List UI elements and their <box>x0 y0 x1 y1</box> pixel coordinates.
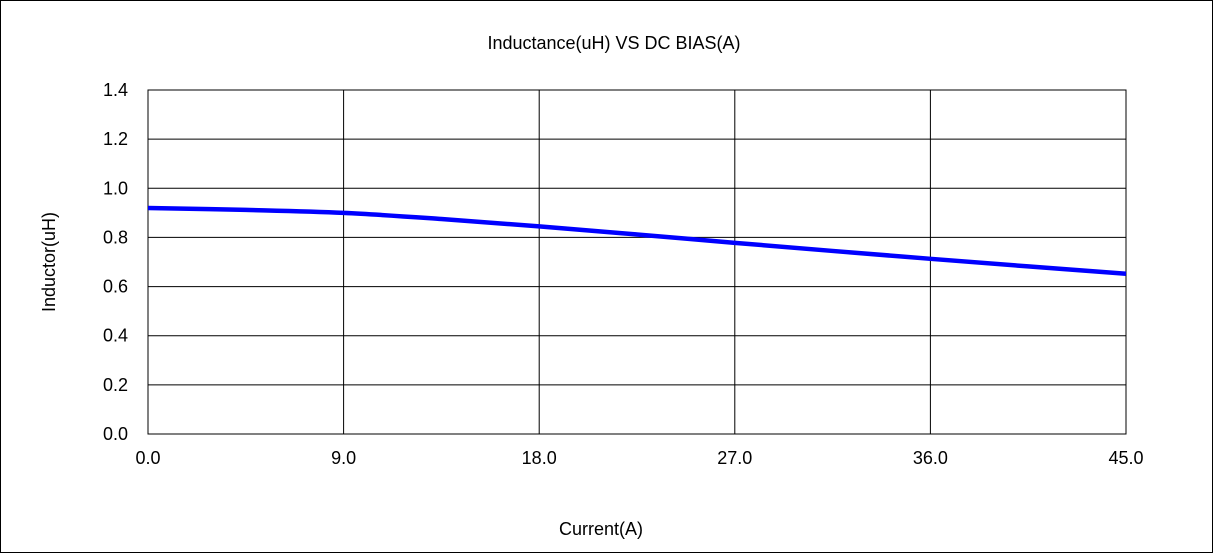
x-tick-label: 18.0 <box>522 448 557 468</box>
y-tick-label: 1.4 <box>103 80 128 100</box>
x-tick-label: 0.0 <box>135 448 160 468</box>
x-tick-label: 9.0 <box>331 448 356 468</box>
y-axis-label: Inductor(uH) <box>39 212 59 312</box>
x-tick-label: 27.0 <box>717 448 752 468</box>
y-tick-label: 0.0 <box>103 424 128 444</box>
chart-title: Inductance(uH) VS DC BIAS(A) <box>487 33 740 53</box>
series-layer <box>147 205 1127 277</box>
y-tick-label: 0.2 <box>103 375 128 395</box>
y-tick-label: 0.8 <box>103 227 128 247</box>
x-axis-label: Current(A) <box>559 519 643 539</box>
x-tick-label: 45.0 <box>1108 448 1143 468</box>
y-tick-label: 1.2 <box>103 129 128 149</box>
y-tick-label: 1.0 <box>103 178 128 198</box>
x-tick-label: 36.0 <box>913 448 948 468</box>
series-line <box>147 205 1127 277</box>
tick-labels: 0.0 9.0 18.0 27.0 36.0 45.0 0.0 0.2 0.4 0.6 0.8 1.0… <box>103 80 1144 468</box>
grid-lines <box>148 90 1126 434</box>
y-tick-label: 0.6 <box>103 277 128 297</box>
y-tick-label: 0.4 <box>103 326 128 346</box>
